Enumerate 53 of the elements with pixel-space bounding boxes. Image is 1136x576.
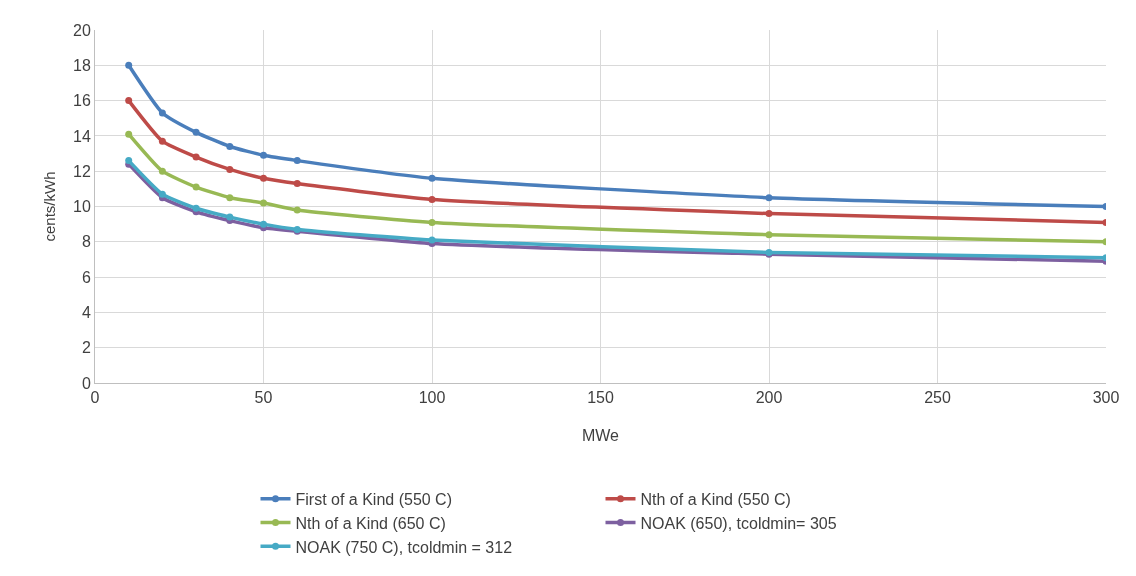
legend-label: First of a Kind (550 C)	[295, 490, 452, 508]
y-tick-label: 18	[73, 56, 91, 74]
point	[226, 142, 234, 150]
legend-label: Nth of a Kind (550 C)	[640, 490, 791, 508]
x-tick-label: 100	[418, 389, 446, 407]
point	[765, 231, 773, 239]
point	[293, 206, 301, 214]
point	[158, 137, 166, 145]
point	[428, 195, 436, 203]
legend-label: NOAK (750 C), tcoldmin = 312	[295, 538, 513, 556]
point	[226, 213, 234, 221]
point	[192, 153, 200, 161]
point	[192, 183, 200, 191]
point	[125, 130, 133, 138]
point	[158, 109, 166, 117]
legend-label: Nth of a Kind (650 C)	[295, 514, 446, 532]
point	[260, 199, 267, 207]
point	[226, 165, 234, 173]
y-tick-label: 10	[73, 198, 91, 216]
point	[428, 218, 436, 226]
y-tick-label: 0	[81, 374, 91, 392]
legend-label: NOAK (650), tcoldmin= 305	[640, 514, 837, 532]
point	[226, 194, 234, 202]
y-tick-label: 20	[73, 21, 91, 39]
point	[765, 194, 773, 202]
y-tick-label: 4	[81, 304, 91, 321]
y-axis-title: cents/kWh	[41, 171, 58, 242]
x-tick-label: 250	[924, 389, 951, 407]
y-tick-label: 8	[81, 233, 91, 251]
y-tick-label: 6	[81, 268, 91, 286]
point	[260, 151, 267, 159]
point	[158, 190, 166, 198]
point	[125, 97, 133, 105]
point	[260, 174, 267, 182]
point	[428, 174, 436, 182]
y-tick-label: 14	[73, 127, 91, 145]
point	[192, 204, 200, 212]
x-axis-title: MWe	[581, 427, 620, 444]
y-tick-label: 2	[81, 339, 91, 357]
point	[428, 236, 436, 244]
point	[192, 128, 200, 136]
point	[260, 220, 267, 228]
x-tick-label: 300	[1092, 389, 1120, 407]
point	[293, 180, 301, 188]
x-tick-label: 50	[254, 389, 273, 407]
point	[158, 167, 166, 175]
y-tick-label: 12	[73, 162, 91, 180]
point	[125, 61, 133, 69]
point	[765, 210, 773, 218]
x-tick-label: 150	[587, 389, 614, 407]
point	[293, 157, 301, 165]
y-tick-label: 16	[73, 92, 91, 110]
x-tick-label: 200	[755, 389, 783, 407]
